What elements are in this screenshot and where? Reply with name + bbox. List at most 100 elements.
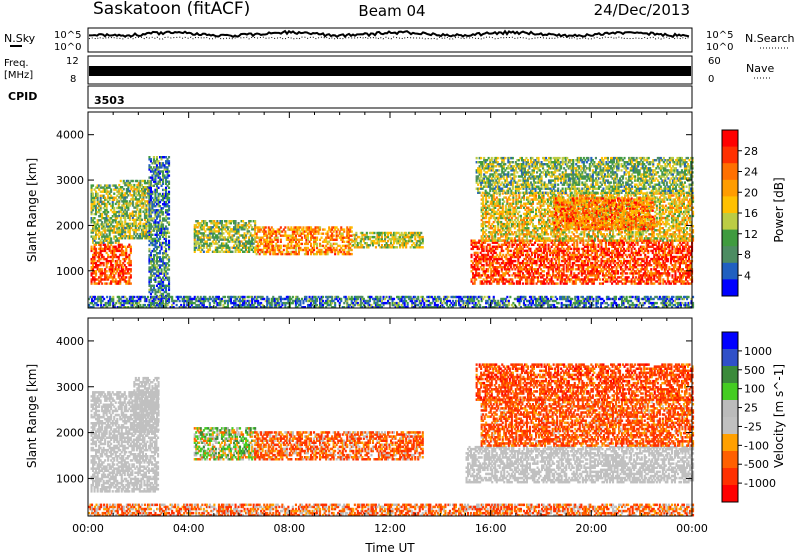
data-cell	[96, 264, 99, 267]
data-cell	[166, 268, 169, 271]
data-cell	[226, 250, 229, 253]
data-cell	[624, 268, 627, 271]
data-cell	[155, 258, 158, 261]
data-cell	[105, 212, 108, 216]
data-cell	[114, 225, 117, 228]
data-cell	[160, 170, 163, 173]
data-cell	[96, 194, 99, 197]
data-cell	[133, 206, 136, 209]
data-cell	[102, 190, 105, 193]
data-cell	[151, 237, 154, 241]
data-cell	[102, 186, 105, 189]
data-cell	[168, 162, 171, 165]
data-cell	[116, 198, 119, 202]
data-cell	[213, 236, 216, 239]
data-cell	[98, 229, 101, 232]
data-cell	[123, 257, 126, 261]
data-cell	[367, 246, 370, 249]
data-cell	[149, 241, 152, 245]
data-cell	[122, 261, 125, 265]
data-cell	[107, 223, 110, 226]
data-cell	[319, 228, 322, 231]
data-cell	[659, 282, 662, 285]
data-cell	[659, 261, 662, 265]
data-cell	[630, 282, 633, 285]
data-cell	[157, 270, 160, 273]
data-cell	[196, 232, 199, 235]
data-cell	[105, 190, 108, 193]
data-cell	[102, 210, 105, 214]
data-cell	[110, 255, 113, 259]
data-cell	[159, 217, 162, 220]
data-cell	[105, 261, 108, 265]
data-cell	[157, 264, 160, 267]
data-cell	[162, 231, 165, 234]
data-cell	[165, 284, 168, 287]
data-cell	[136, 237, 139, 240]
data-cell	[162, 174, 165, 177]
data-cell	[123, 245, 126, 248]
data-cell	[168, 282, 171, 285]
data-cell	[133, 190, 136, 193]
data-cell	[136, 200, 139, 203]
data-cell	[104, 249, 107, 253]
data-cell	[160, 221, 163, 224]
data-cell	[160, 260, 163, 263]
data-cell	[647, 255, 650, 259]
data-cell	[160, 270, 163, 273]
data-cell	[168, 288, 171, 292]
data-cell	[517, 257, 520, 261]
data-cell	[219, 238, 222, 241]
data-cell	[198, 222, 201, 225]
data-cell	[90, 274, 93, 277]
data-cell	[163, 219, 166, 222]
data-cell	[678, 264, 681, 267]
data-cell	[105, 251, 108, 255]
data-cell	[155, 270, 158, 273]
data-cell	[122, 268, 125, 271]
data-cell	[152, 258, 155, 261]
data-cell	[95, 225, 98, 228]
data-cell	[210, 244, 213, 247]
data-cell	[143, 181, 146, 185]
data-cell	[110, 270, 113, 273]
data-cell	[155, 172, 158, 175]
data-cell	[99, 198, 102, 202]
data-cell	[110, 282, 113, 285]
data-cell	[199, 226, 202, 229]
data-cell	[225, 250, 228, 253]
data-cell	[139, 183, 142, 187]
data-cell	[113, 208, 116, 212]
data-cell	[159, 227, 162, 230]
data-cell	[152, 162, 155, 165]
data-cell	[642, 245, 645, 248]
data-cell	[155, 213, 158, 216]
data-cell	[98, 188, 101, 191]
data-cell	[341, 232, 344, 235]
data-cell	[114, 212, 117, 216]
data-cell	[143, 222, 146, 226]
data-cell	[99, 270, 102, 273]
data-cell	[95, 249, 98, 253]
data-cell	[148, 217, 151, 220]
data-cell	[104, 229, 107, 232]
data-cell	[155, 211, 158, 214]
data-cell	[319, 226, 322, 229]
data-cell	[193, 234, 196, 237]
data-cell	[122, 249, 125, 253]
data-cell	[137, 188, 140, 191]
data-cell	[163, 194, 166, 198]
data-cell	[165, 241, 168, 245]
data-cell	[201, 226, 204, 229]
data-cell	[151, 170, 154, 173]
data-cell	[294, 246, 297, 250]
data-cell	[105, 257, 108, 261]
data-cell	[168, 264, 171, 267]
data-cell	[120, 266, 123, 269]
data-cell	[163, 262, 166, 265]
data-cell	[118, 183, 121, 187]
data-cell	[207, 228, 210, 231]
data-cell	[552, 261, 555, 265]
data-cell	[92, 206, 95, 210]
